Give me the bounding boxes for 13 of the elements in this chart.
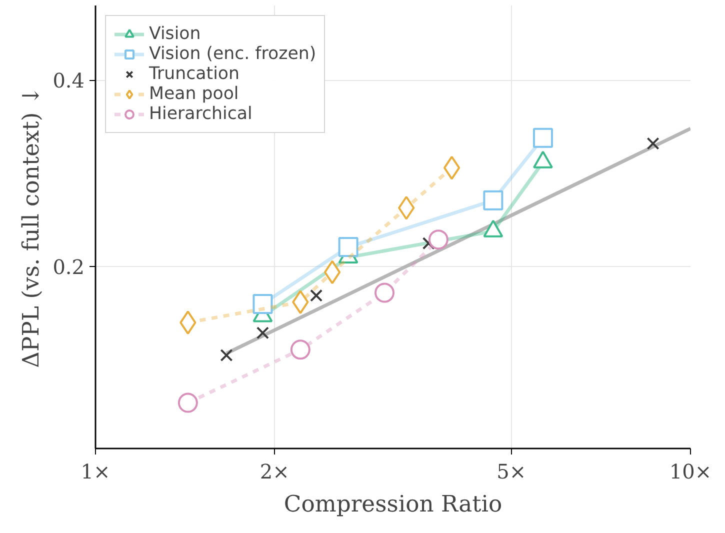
legend-label: Hierarchical xyxy=(149,104,252,124)
x-tick-label: 2× xyxy=(260,460,290,484)
x-tick-label: 10× xyxy=(669,460,712,484)
legend-label: Truncation xyxy=(149,64,240,84)
x-tick-label: 5× xyxy=(496,460,526,484)
y-tick-label: 0.2 xyxy=(52,255,85,280)
y-tick-label: 0.4 xyxy=(52,68,85,93)
y-axis-title: ΔPPL (vs. full context) ↓ xyxy=(18,86,45,368)
x-axis-title: Compression Ratio xyxy=(284,492,502,518)
legend-label: Vision xyxy=(149,24,201,44)
legend-label: Vision (enc. frozen) xyxy=(149,44,316,64)
x-tick-label: 1× xyxy=(80,460,110,484)
legend-label: Mean pool xyxy=(149,84,239,104)
